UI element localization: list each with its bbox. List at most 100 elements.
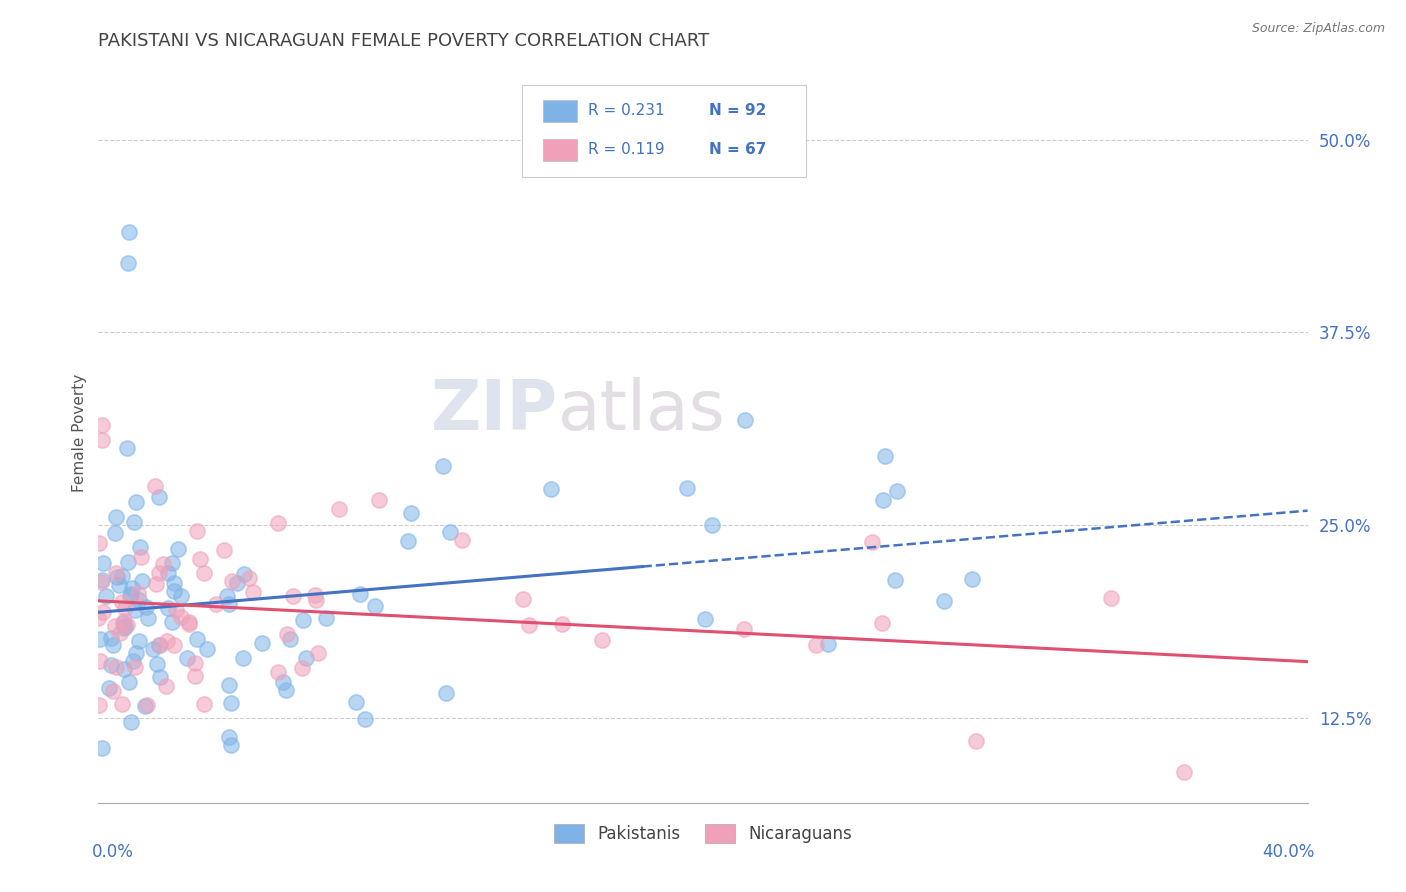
Point — [186, 632, 208, 646]
Point — [143, 479, 166, 493]
Point — [804, 638, 827, 652]
Point — [860, 534, 883, 549]
Point — [870, 616, 893, 631]
Point — [399, 506, 422, 520]
Point — [693, 612, 716, 626]
Point — [101, 638, 124, 652]
Bar — [543, 138, 578, 161]
Point — [344, 695, 367, 709]
Point — [886, 484, 908, 499]
Point — [148, 490, 170, 504]
Point — [91, 741, 114, 756]
Point — [349, 587, 371, 601]
Point — [138, 611, 160, 625]
Point — [155, 679, 177, 693]
Point — [103, 684, 125, 698]
Point — [233, 566, 256, 581]
Point — [960, 572, 983, 586]
Point — [134, 698, 156, 713]
Point — [184, 669, 207, 683]
Point — [152, 557, 174, 571]
Point — [276, 627, 298, 641]
Point — [170, 589, 193, 603]
Point — [225, 576, 247, 591]
Point — [148, 566, 170, 581]
FancyBboxPatch shape — [522, 85, 806, 178]
Point — [432, 458, 454, 473]
Point — [108, 578, 131, 592]
Point — [121, 581, 143, 595]
Point — [292, 614, 315, 628]
Point — [439, 524, 461, 539]
Point — [281, 590, 304, 604]
Point — [177, 617, 200, 632]
Point — [89, 654, 111, 668]
Point — [115, 617, 138, 632]
Point — [217, 589, 239, 603]
Point — [124, 603, 146, 617]
Point — [676, 481, 699, 495]
Point — [218, 731, 240, 745]
Point — [105, 566, 128, 580]
Text: Source: ZipAtlas.com: Source: ZipAtlas.com — [1251, 22, 1385, 36]
Point — [91, 434, 114, 448]
Point — [91, 556, 114, 570]
Point — [120, 714, 142, 729]
Point — [87, 698, 110, 713]
Point — [170, 610, 193, 624]
Point — [105, 570, 128, 584]
Point — [121, 654, 143, 668]
Point — [117, 441, 139, 455]
Point — [112, 621, 135, 635]
Point — [700, 517, 723, 532]
Point — [87, 536, 110, 550]
Y-axis label: Female Poverty: Female Poverty — [72, 374, 87, 491]
Point — [883, 574, 905, 588]
Text: ZIP: ZIP — [430, 377, 558, 444]
Point — [193, 698, 215, 712]
Point — [179, 615, 201, 630]
Point — [733, 622, 755, 636]
Point — [163, 575, 186, 590]
Point — [100, 631, 122, 645]
Point — [353, 712, 375, 726]
Point — [142, 641, 165, 656]
Point — [124, 659, 146, 673]
Point — [221, 739, 243, 753]
Point — [367, 493, 389, 508]
Point — [965, 734, 987, 748]
Point — [186, 524, 208, 538]
Point — [193, 566, 215, 581]
Point — [184, 656, 207, 670]
Point — [221, 574, 243, 588]
Point — [135, 600, 157, 615]
Point — [267, 665, 290, 679]
Point — [305, 593, 328, 607]
Point — [131, 574, 153, 588]
Point — [932, 593, 955, 607]
Point — [129, 540, 152, 554]
Point — [128, 593, 150, 607]
Point — [205, 598, 228, 612]
Point — [120, 587, 142, 601]
Point — [96, 589, 118, 603]
Point — [167, 542, 190, 557]
Point — [145, 576, 167, 591]
Point — [104, 660, 127, 674]
Point — [149, 670, 172, 684]
Point — [1173, 764, 1195, 779]
Point — [221, 696, 243, 710]
Point — [267, 516, 290, 531]
Point — [304, 588, 326, 602]
Point — [551, 617, 574, 632]
Point — [91, 605, 114, 619]
Point — [540, 482, 562, 496]
Text: PAKISTANI VS NICARAGUAN FEMALE POVERTY CORRELATION CHART: PAKISTANI VS NICARAGUAN FEMALE POVERTY C… — [98, 32, 710, 50]
Point — [111, 568, 134, 582]
Point — [817, 637, 839, 651]
Point — [149, 638, 172, 652]
Point — [451, 533, 474, 547]
Point — [188, 552, 211, 566]
Text: 40.0%: 40.0% — [1263, 843, 1315, 861]
Point — [114, 600, 136, 615]
